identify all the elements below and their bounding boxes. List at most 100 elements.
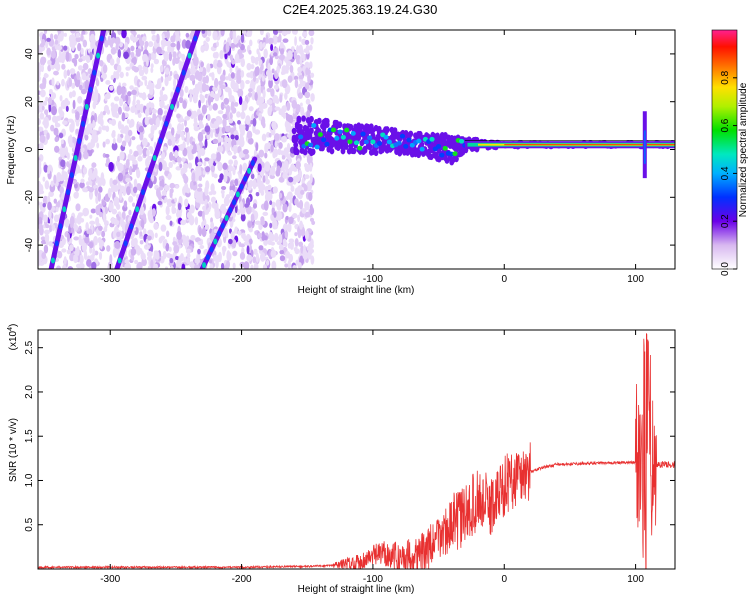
noise-dot (73, 191, 79, 199)
noise-dot (276, 65, 280, 74)
noise-dot (306, 109, 311, 120)
noise-dot (63, 45, 68, 51)
band-envelope (351, 147, 357, 155)
noise-dot (61, 78, 65, 87)
noise-dot (202, 205, 207, 211)
noise-dot (255, 142, 259, 152)
noise-dot (273, 211, 277, 218)
noise-dot (210, 183, 215, 193)
noise-dot (208, 191, 213, 196)
diagonal-line-blob (96, 52, 101, 59)
noise-dot (276, 210, 282, 221)
diagonal-line-blob (170, 103, 175, 110)
noise-dot (185, 235, 190, 243)
noise-dot (262, 264, 268, 269)
noise-dot (104, 153, 110, 158)
x-tick-label: -300 (100, 274, 120, 285)
noise-dot (270, 144, 274, 153)
noise-dot (269, 222, 273, 229)
diagonal-line-blob (51, 257, 56, 264)
noise-dot (89, 51, 93, 61)
noise-dot (179, 131, 185, 138)
noise-dot (286, 133, 293, 138)
noise-dot (269, 200, 273, 205)
noise-dot (121, 140, 127, 147)
noise-dot (71, 108, 75, 114)
noise-dot (210, 153, 217, 160)
noise-dot (128, 209, 132, 216)
noise-dot (271, 120, 277, 130)
noise-dot (231, 59, 236, 65)
noise-dot (227, 151, 233, 156)
noise-dot (124, 263, 129, 269)
noise-dot (84, 79, 90, 91)
noise-dot (204, 224, 210, 230)
noise-dot (43, 244, 49, 254)
noise-dot (250, 64, 255, 70)
noise-dot (132, 98, 136, 109)
noise-dot (85, 181, 90, 186)
noise-dot (108, 161, 114, 172)
band-core (324, 141, 330, 147)
noise-dot (258, 112, 263, 121)
x-tick-label: -100 (363, 274, 383, 285)
band-envelope (310, 148, 316, 156)
noise-dot (277, 148, 282, 156)
noise-dot (110, 74, 115, 81)
noise-dot (247, 92, 253, 98)
band-core (340, 134, 346, 140)
noise-dot (38, 75, 41, 83)
noise-dot (80, 33, 84, 42)
noise-dot (264, 152, 268, 159)
noise-dot (278, 176, 285, 183)
noise-dot (49, 217, 53, 226)
noise-dot (197, 248, 201, 255)
noise-dot (288, 167, 293, 176)
noise-dot (279, 54, 285, 61)
noise-dot (168, 161, 174, 169)
noise-dot (51, 77, 55, 87)
noise-dot (41, 105, 45, 111)
colorbar-tick-label: 0.8 (720, 70, 731, 84)
noise-dot (132, 202, 136, 207)
noise-dot (268, 132, 272, 138)
noise-dot (134, 107, 138, 115)
noise-dot (281, 105, 287, 113)
noise-dot (239, 131, 244, 140)
noise-dot (136, 102, 141, 111)
noise-dot (220, 30, 225, 36)
noise-dot (233, 144, 238, 150)
noise-dot (161, 86, 165, 91)
noise-dot (216, 151, 222, 162)
noise-dot (186, 253, 191, 259)
noise-dot (237, 120, 241, 125)
diagonal-line-blob (181, 69, 186, 76)
noise-dot (239, 252, 246, 260)
noise-dot (56, 81, 60, 86)
noise-dot (223, 173, 228, 183)
noise-dot (107, 187, 112, 199)
noise-dot (294, 36, 297, 47)
colorbar-tick-label: 0.0 (720, 262, 731, 276)
noise-dot (250, 213, 255, 222)
noise-dot (124, 133, 131, 143)
noise-dot (105, 138, 111, 145)
noise-dot (230, 72, 235, 79)
band-core (367, 135, 373, 141)
noise-dot (204, 125, 211, 133)
noise-dot (307, 73, 311, 84)
noise-dot (186, 130, 190, 141)
noise-dot (101, 72, 107, 80)
noise-dot (191, 148, 195, 155)
noise-dot (41, 38, 46, 47)
noise-dot (226, 260, 230, 269)
noise-dot (176, 123, 182, 133)
noise-dot (286, 101, 291, 111)
noise-dot (300, 189, 305, 195)
diagonal-line-blob (202, 262, 207, 269)
noise-dot (189, 67, 196, 75)
noise-dot (179, 88, 184, 98)
noise-dot (67, 135, 72, 145)
band-core (403, 144, 409, 149)
noise-dot (53, 198, 58, 204)
